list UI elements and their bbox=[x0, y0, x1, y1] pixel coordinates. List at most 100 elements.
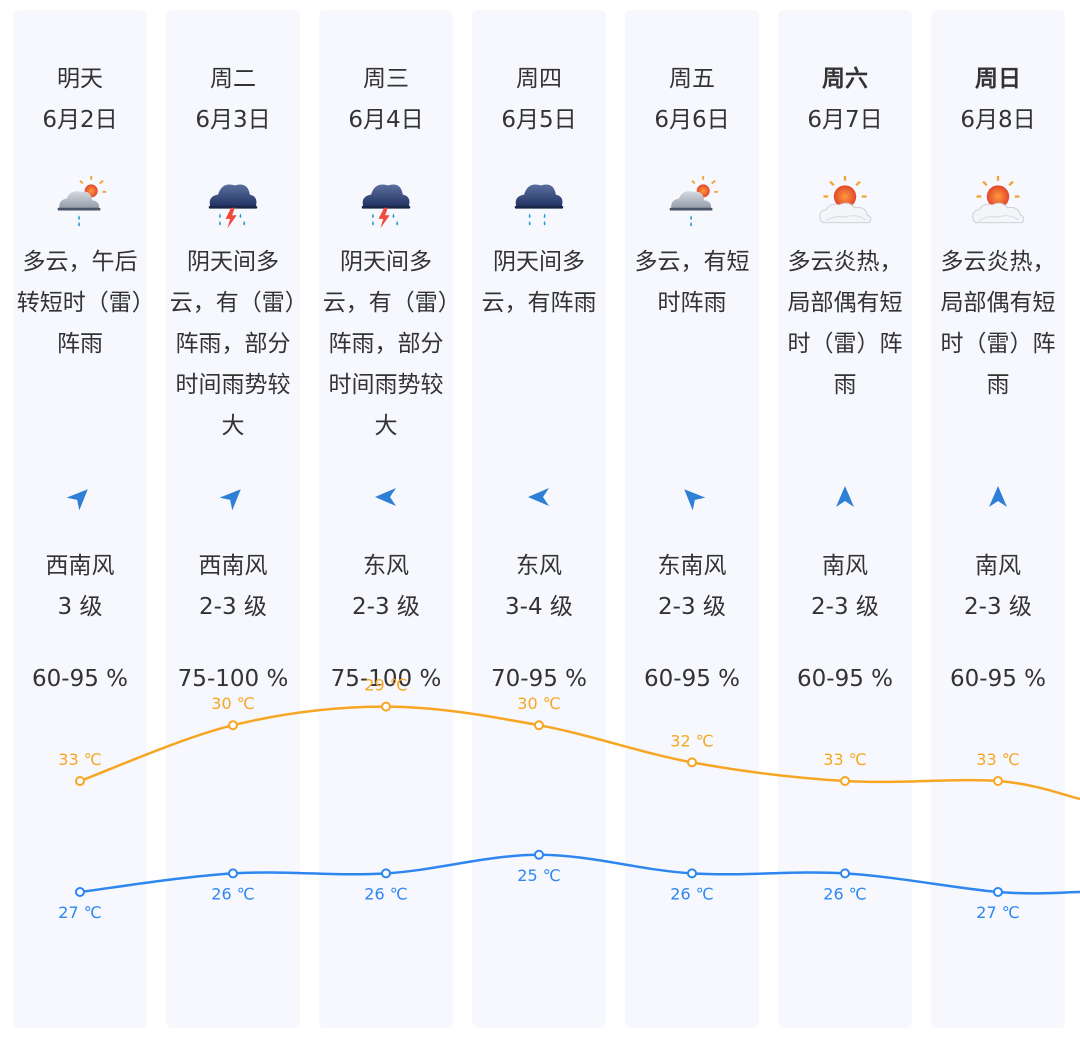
humidity: 60-95 % bbox=[797, 666, 893, 692]
high-temp-label: 29 ℃ bbox=[364, 676, 407, 695]
wind-southeast-arrow-icon bbox=[679, 484, 706, 511]
sun-cloud-icon bbox=[815, 176, 875, 232]
wind-south-arrow-icon bbox=[985, 484, 1011, 510]
weather-description: 多云炎热，局部偶有短时（雷）阵雨 bbox=[787, 249, 903, 398]
weather-description: 多云，有短时阵雨 bbox=[634, 249, 750, 316]
humidity: 60-95 % bbox=[644, 666, 740, 692]
low-temp-point bbox=[993, 887, 1003, 897]
low-temp-point bbox=[840, 868, 850, 879]
high-temp-line bbox=[79, 705, 1080, 801]
low-temp-point bbox=[75, 887, 85, 897]
weather-description: 多云炎热，局部偶有短时（雷）阵雨 bbox=[940, 249, 1056, 398]
high-temp-point bbox=[381, 701, 391, 712]
low-temp-label: 26 ℃ bbox=[364, 884, 407, 903]
thunderstorm-icon bbox=[356, 176, 416, 232]
sun-cloud-icon bbox=[968, 176, 1028, 232]
low-temp-point bbox=[381, 868, 391, 879]
wind-info: 南风 2-3 级 bbox=[778, 546, 912, 628]
wind-level: 2-3 级 bbox=[199, 594, 267, 620]
low-temp-label: 26 ℃ bbox=[823, 884, 866, 903]
wind-level: 2-3 级 bbox=[964, 594, 1032, 620]
high-temp-point bbox=[75, 776, 85, 786]
day-column: 周五 6月6日多云，有短时阵雨东南风 2-3 级 60-95 % bbox=[625, 10, 759, 1028]
wind-info: 东南风 2-3 级 bbox=[625, 546, 759, 628]
wind-east-arrow-icon bbox=[373, 484, 399, 510]
wind-direction: 东风 bbox=[516, 553, 562, 579]
wind-info: 南风 2-3 级 bbox=[931, 546, 1065, 628]
low-temp-label: 26 ℃ bbox=[670, 884, 713, 903]
humidity: 60-95 % bbox=[950, 666, 1046, 692]
humidity: 60-95 % bbox=[32, 666, 128, 692]
wind-south-arrow-icon bbox=[832, 484, 858, 510]
wind-info: 西南风 3 级 bbox=[13, 546, 147, 628]
day-column: 周三 6月4日阴天间多云，有（雷）阵雨，部分时间雨势较大东风 2-3 级 75-100… bbox=[319, 10, 453, 1028]
day-name: 明天 bbox=[57, 66, 103, 92]
weather-description: 阴天间多云，有（雷）阵雨，部分时间雨势较大 bbox=[169, 249, 297, 439]
wind-level: 3-4 级 bbox=[505, 594, 573, 620]
high-temp-label: 33 ℃ bbox=[823, 750, 866, 769]
high-temp-point bbox=[534, 720, 544, 731]
wind-info: 东风 2-3 级 bbox=[319, 546, 453, 628]
day-column: 周二 6月3日阴天间多云，有（雷）阵雨，部分时间雨势较大西南风 2-3 级 75-10… bbox=[166, 10, 300, 1028]
high-temp-point bbox=[687, 757, 697, 768]
low-temp-label: 26 ℃ bbox=[211, 884, 254, 903]
thunderstorm-icon bbox=[203, 176, 263, 232]
day-date: 6月7日 bbox=[807, 107, 883, 133]
high-temp-label: 33 ℃ bbox=[976, 750, 1019, 769]
low-temp-label: 25 ℃ bbox=[517, 866, 560, 885]
day-date: 6月3日 bbox=[195, 107, 271, 133]
weather-description: 阴天间多云，有阵雨 bbox=[481, 249, 597, 316]
wind-southwest-arrow-icon bbox=[219, 484, 246, 511]
wind-info: 东风 3-4 级 bbox=[472, 546, 606, 628]
day-column: 周六 6月7日多云炎热，局部偶有短时（雷）阵雨南风 2-3 级 60-95 % bbox=[778, 10, 912, 1028]
high-temp-point bbox=[993, 776, 1003, 786]
humidity: 75-100 % bbox=[177, 666, 289, 692]
weather-description: 阴天间多云，有（雷）阵雨，部分时间雨势较大 bbox=[322, 249, 450, 439]
day-date: 6月2日 bbox=[42, 107, 118, 133]
day-date: 6月4日 bbox=[348, 107, 424, 133]
wind-direction: 西南风 bbox=[198, 553, 268, 579]
wind-level: 2-3 级 bbox=[352, 594, 420, 620]
day-name: 周五 bbox=[669, 66, 715, 92]
wind-level: 3 级 bbox=[57, 594, 103, 620]
wind-direction: 南风 bbox=[975, 553, 1021, 579]
high-temp-label: 30 ℃ bbox=[517, 694, 560, 713]
low-temp-point bbox=[534, 849, 544, 860]
low-temp-label: 27 ℃ bbox=[58, 903, 101, 922]
day-name: 周四 bbox=[516, 66, 562, 92]
wind-info: 西南风 2-3 级 bbox=[166, 546, 300, 628]
day-name: 周日 bbox=[975, 66, 1021, 92]
day-name: 周二 bbox=[210, 66, 256, 92]
wind-level: 2-3 级 bbox=[811, 594, 879, 620]
high-temp-point bbox=[840, 776, 850, 786]
high-temp-label: 33 ℃ bbox=[58, 750, 101, 769]
low-temp-point bbox=[687, 868, 697, 879]
high-temp-label: 30 ℃ bbox=[211, 694, 254, 713]
day-name: 周六 bbox=[822, 66, 868, 92]
day-date: 6月6日 bbox=[654, 107, 730, 133]
cloudy-sun-rain-icon bbox=[662, 176, 722, 232]
wind-direction: 东风 bbox=[363, 553, 409, 579]
day-column: 明天 6月2日多云，午后转短时（雷）阵雨西南风 3 级 60-95 % bbox=[13, 10, 147, 1028]
weather-description: 多云，午后转短时（雷）阵雨 bbox=[16, 249, 144, 357]
low-temp-point bbox=[228, 868, 238, 879]
high-temp-label: 32 ℃ bbox=[670, 731, 713, 750]
wind-direction: 东南风 bbox=[657, 553, 727, 579]
day-column: 周日 6月8日多云炎热，局部偶有短时（雷）阵雨南风 2-3 级 60-95 % bbox=[931, 10, 1065, 1028]
wind-east-arrow-icon bbox=[526, 484, 552, 510]
wind-southwest-arrow-icon bbox=[66, 484, 93, 511]
day-date: 6月5日 bbox=[501, 107, 577, 133]
low-temp-label: 27 ℃ bbox=[976, 903, 1019, 922]
day-date: 6月8日 bbox=[960, 107, 1036, 133]
high-temp-point bbox=[228, 720, 238, 731]
humidity: 70-95 % bbox=[491, 666, 587, 692]
wind-direction: 南风 bbox=[822, 553, 868, 579]
day-name: 周三 bbox=[363, 66, 409, 92]
rain-cloud-icon bbox=[509, 176, 569, 232]
humidity: 75-100 % bbox=[330, 666, 442, 692]
wind-direction: 西南风 bbox=[45, 553, 115, 579]
wind-level: 2-3 级 bbox=[658, 594, 726, 620]
cloudy-sun-rain-icon bbox=[50, 176, 110, 232]
